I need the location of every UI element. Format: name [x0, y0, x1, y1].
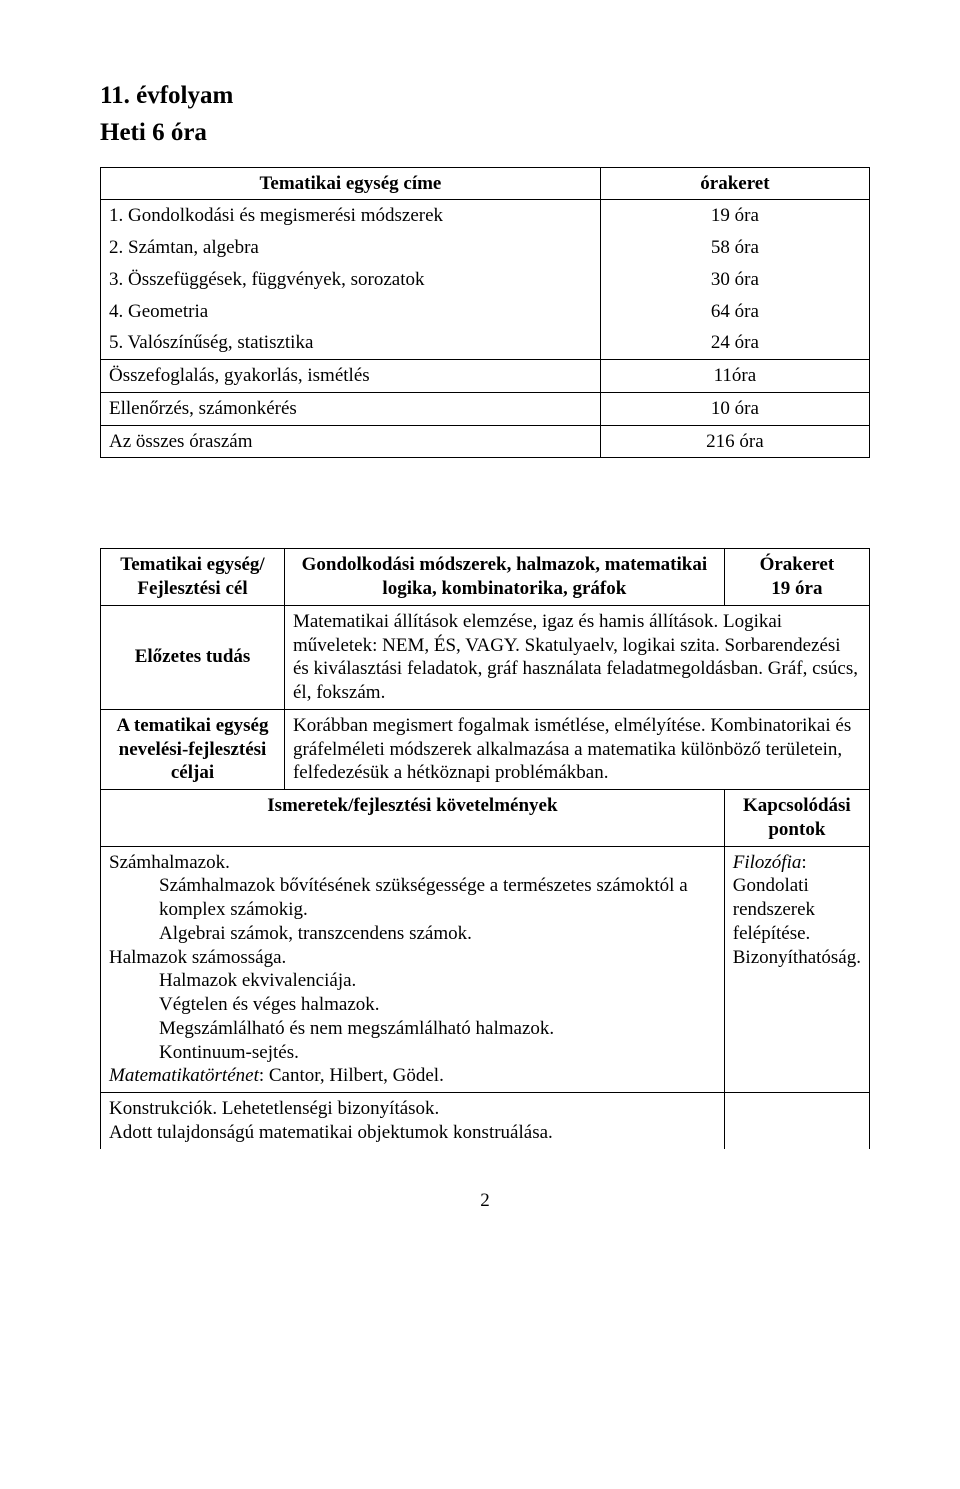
detail-unit-hours: Órakeret 19 óra — [724, 549, 869, 606]
heading-grade: 11. évfolyam — [100, 80, 870, 111]
summary-row: 5. Valószínűség, statisztika 24 óra — [101, 327, 870, 359]
summary-row: 1. Gondolkodási és megismerési módszerek… — [101, 200, 870, 232]
colheader-right: Kapcsolódási pontok — [724, 790, 869, 847]
page-number: 2 — [100, 1189, 870, 1213]
summary-table: Tematikai egység címe órakeret 1. Gondol… — [100, 167, 870, 459]
summary-left: 5. Valószínűség, statisztika — [101, 327, 601, 359]
summary-right: 30 óra — [600, 264, 869, 296]
detail-row-colheaders: Ismeretek/fejlesztési követelmények Kapc… — [101, 790, 870, 847]
content-line: Matematikatörténet: Cantor, Hilbert, Göd… — [109, 1064, 716, 1088]
summary-right: 19 óra — [600, 200, 869, 232]
detail-row-goals: A tematikai egység nevelési-fejlesztési … — [101, 709, 870, 789]
summary-row: 3. Összefüggések, függvények, sorozatok … — [101, 264, 870, 296]
summary-row: Ellenőrzés, számonkérés 10 óra — [101, 392, 870, 425]
construct-left: Konstrukciók. Lehetetlenségi bizonyításo… — [101, 1093, 725, 1149]
summary-left: 1. Gondolkodási és megismerési módszerek — [101, 200, 601, 232]
summary-row: Az összes óraszám 216 óra — [101, 425, 870, 458]
heading-hours: Heti 6 óra — [100, 117, 870, 148]
content-right: Filozófia: Gondolati rendszerek felépíté… — [724, 846, 869, 1093]
summary-right: 64 óra — [600, 296, 869, 328]
detail-unit-title: Gondolkodási módszerek, halmazok, matema… — [284, 549, 724, 606]
summary-right: 11óra — [600, 360, 869, 393]
summary-header-row: Tematikai egység címe órakeret — [101, 167, 870, 200]
colheader-left: Ismeretek/fejlesztési követelmények — [101, 790, 725, 847]
detail-row-construct: Konstrukciók. Lehetetlenségi bizonyításo… — [101, 1093, 870, 1149]
detail-table: Tematikai egység/ Fejlesztési cél Gondol… — [100, 548, 870, 1148]
detail-row-content: Számhalmazok. Számhalmazok bővítésének s… — [101, 846, 870, 1093]
summary-left: Az összes óraszám — [101, 425, 601, 458]
summary-row: 2. Számtan, algebra 58 óra — [101, 232, 870, 264]
prior-label: Előzetes tudás — [101, 605, 285, 709]
content-line: Kontinuum-sejtés. — [109, 1041, 716, 1065]
content-line: Számhalmazok. — [109, 851, 716, 875]
content-line: Végtelen és véges halmazok. — [109, 993, 716, 1017]
content-line: Halmazok ekvivalenciája. — [109, 969, 716, 993]
link-italic: Filozófia — [733, 852, 802, 873]
summary-left: 2. Számtan, algebra — [101, 232, 601, 264]
summary-header-right: órakeret — [600, 167, 869, 200]
summary-row: 4. Geometria 64 óra — [101, 296, 870, 328]
detail-row-prior: Előzetes tudás Matematikai állítások ele… — [101, 605, 870, 709]
summary-left: Ellenőrzés, számonkérés — [101, 392, 601, 425]
history-rest: : Cantor, Hilbert, Gödel. — [259, 1065, 444, 1086]
goals-value: Korábban megismert fogalmak ismétlése, e… — [284, 709, 869, 789]
hours-value: 19 óra — [771, 578, 822, 599]
detail-row-header: Tematikai egység/ Fejlesztési cél Gondol… — [101, 549, 870, 606]
summary-left: 3. Összefüggések, függvények, sorozatok — [101, 264, 601, 296]
content-line: Számhalmazok bővítésének szükségessége a… — [109, 874, 716, 922]
content-line: Halmazok számossága. — [109, 946, 716, 970]
summary-header-left: Tematikai egység címe — [101, 167, 601, 200]
content-line: Megszámlálható és nem megszámlálható hal… — [109, 1017, 716, 1041]
content-line: Algebrai számok, transzcendens számok. — [109, 922, 716, 946]
summary-right: 10 óra — [600, 392, 869, 425]
detail-unit-label: Tematikai egység/ Fejlesztési cél — [101, 549, 285, 606]
summary-left: 4. Geometria — [101, 296, 601, 328]
summary-right: 58 óra — [600, 232, 869, 264]
hours-label: Órakeret — [760, 554, 835, 575]
summary-row: Összefoglalás, gyakorlás, ismétlés 11óra — [101, 360, 870, 393]
summary-right: 24 óra — [600, 327, 869, 359]
history-italic: Matematikatörténet — [109, 1065, 259, 1086]
summary-left: Összefoglalás, gyakorlás, ismétlés — [101, 360, 601, 393]
construct-right — [724, 1093, 869, 1149]
summary-right: 216 óra — [600, 425, 869, 458]
goals-label: A tematikai egység nevelési-fejlesztési … — [101, 709, 285, 789]
content-left: Számhalmazok. Számhalmazok bővítésének s… — [101, 846, 725, 1093]
prior-value: Matematikai állítások elemzése, igaz és … — [284, 605, 869, 709]
